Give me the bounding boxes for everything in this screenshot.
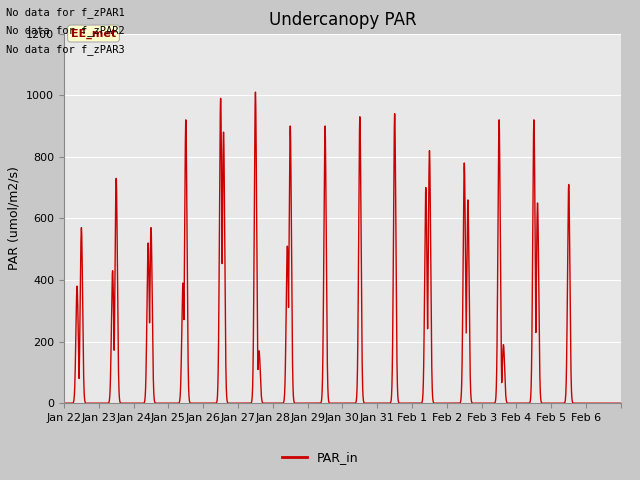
Text: No data for f_zPAR1: No data for f_zPAR1 <box>6 7 125 18</box>
Text: No data for f_zPAR3: No data for f_zPAR3 <box>6 44 125 55</box>
Text: No data for f_zPAR2: No data for f_zPAR2 <box>6 25 125 36</box>
Text: EE_met: EE_met <box>71 28 116 39</box>
Y-axis label: PAR (umol/m2/s): PAR (umol/m2/s) <box>8 167 20 270</box>
Title: Undercanopy PAR: Undercanopy PAR <box>269 11 416 29</box>
Legend: PAR_in: PAR_in <box>276 446 364 469</box>
